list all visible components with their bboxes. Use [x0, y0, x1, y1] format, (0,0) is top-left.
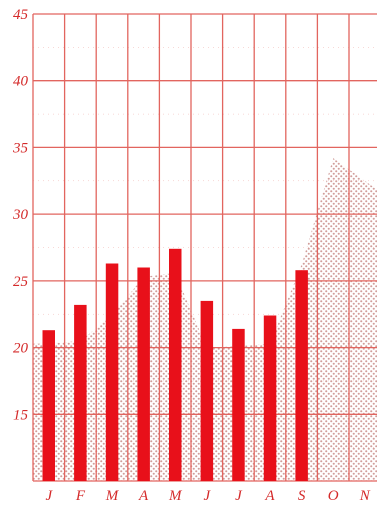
- bar-a-4: [137, 267, 150, 481]
- y-tick-label: 30: [12, 207, 29, 223]
- x-tick-label: O: [328, 488, 339, 504]
- x-tick-label: M: [168, 488, 183, 504]
- x-tick-label: M: [105, 488, 120, 504]
- bar-m-3: [105, 263, 119, 481]
- y-tick-label: 45: [13, 7, 29, 23]
- bar-j-1: [42, 330, 55, 481]
- bar-layer: [42, 248, 308, 481]
- area-series: [33, 158, 377, 481]
- bar-m-5: [169, 248, 182, 481]
- bar-a-8: [263, 315, 277, 481]
- y-axis-ticks: 45 40 35 30 25 20 15: [12, 7, 29, 423]
- x-tick-label: F: [75, 488, 86, 504]
- x-tick-label: A: [138, 488, 149, 504]
- x-tick-label: N: [359, 488, 371, 504]
- bar-f-2: [74, 304, 87, 481]
- grid-layer: [32, 13, 377, 482]
- x-tick-label: A: [264, 488, 275, 504]
- bar-j-7: [232, 328, 245, 481]
- bar-s-9: [295, 270, 308, 481]
- y-tick-label: 20: [13, 341, 29, 357]
- area-layer: [33, 158, 377, 481]
- x-tick-label: S: [298, 488, 306, 504]
- bar-j-6: [200, 300, 214, 481]
- x-tick-label: J: [203, 488, 211, 504]
- x-axis-ticks: JFMAMJJASOND: [45, 488, 371, 504]
- y-tick-label: 35: [12, 140, 29, 156]
- y-tick-label: 40: [13, 74, 29, 90]
- y-tick-label: 25: [13, 274, 29, 290]
- x-tick-label: J: [235, 488, 243, 504]
- x-tick-label: J: [45, 488, 53, 504]
- y-tick-label: 15: [13, 407, 29, 423]
